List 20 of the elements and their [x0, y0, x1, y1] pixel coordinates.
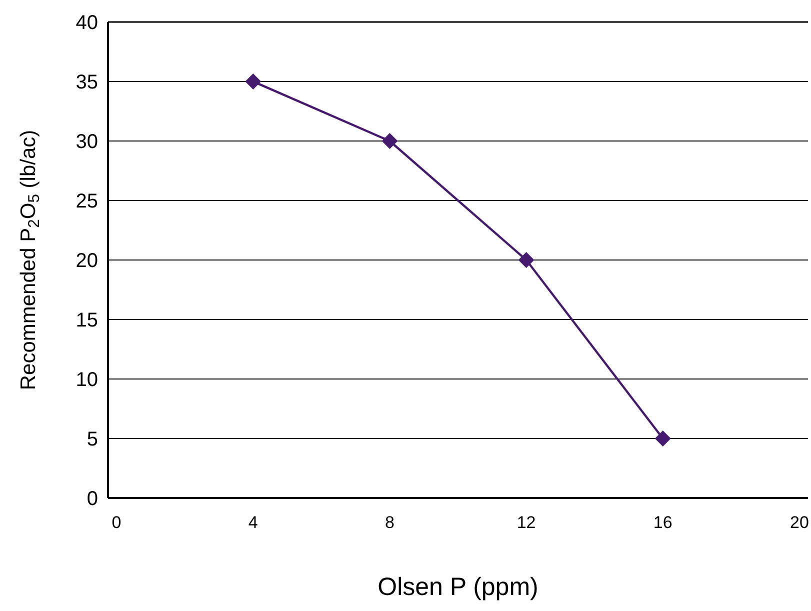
x-tick-label: 4 — [248, 512, 258, 532]
y-tick-label: 10 — [76, 369, 98, 391]
y-tick-label: 20 — [76, 250, 98, 272]
y-tick-label: 0 — [86, 488, 98, 510]
y-tick-label: 5 — [86, 428, 98, 450]
y-tick-label: 40 — [76, 12, 98, 34]
x-axis-title: Olsen P (ppm) — [378, 573, 538, 601]
x-tick-label: 12 — [516, 512, 536, 532]
point — [245, 74, 262, 90]
x-tick-label: 16 — [653, 512, 672, 532]
point — [654, 430, 671, 446]
x-tick-label: 8 — [384, 512, 394, 532]
y-tick-label: 30 — [76, 131, 98, 153]
y-tick-label: 15 — [76, 310, 98, 332]
x-tick-label: 20 — [790, 512, 809, 532]
y-tick-label: 25 — [76, 190, 98, 212]
y-tick-label: 35 — [76, 72, 98, 94]
point — [382, 133, 398, 149]
point — [518, 252, 534, 268]
x-tick-label: 0 — [112, 512, 122, 532]
